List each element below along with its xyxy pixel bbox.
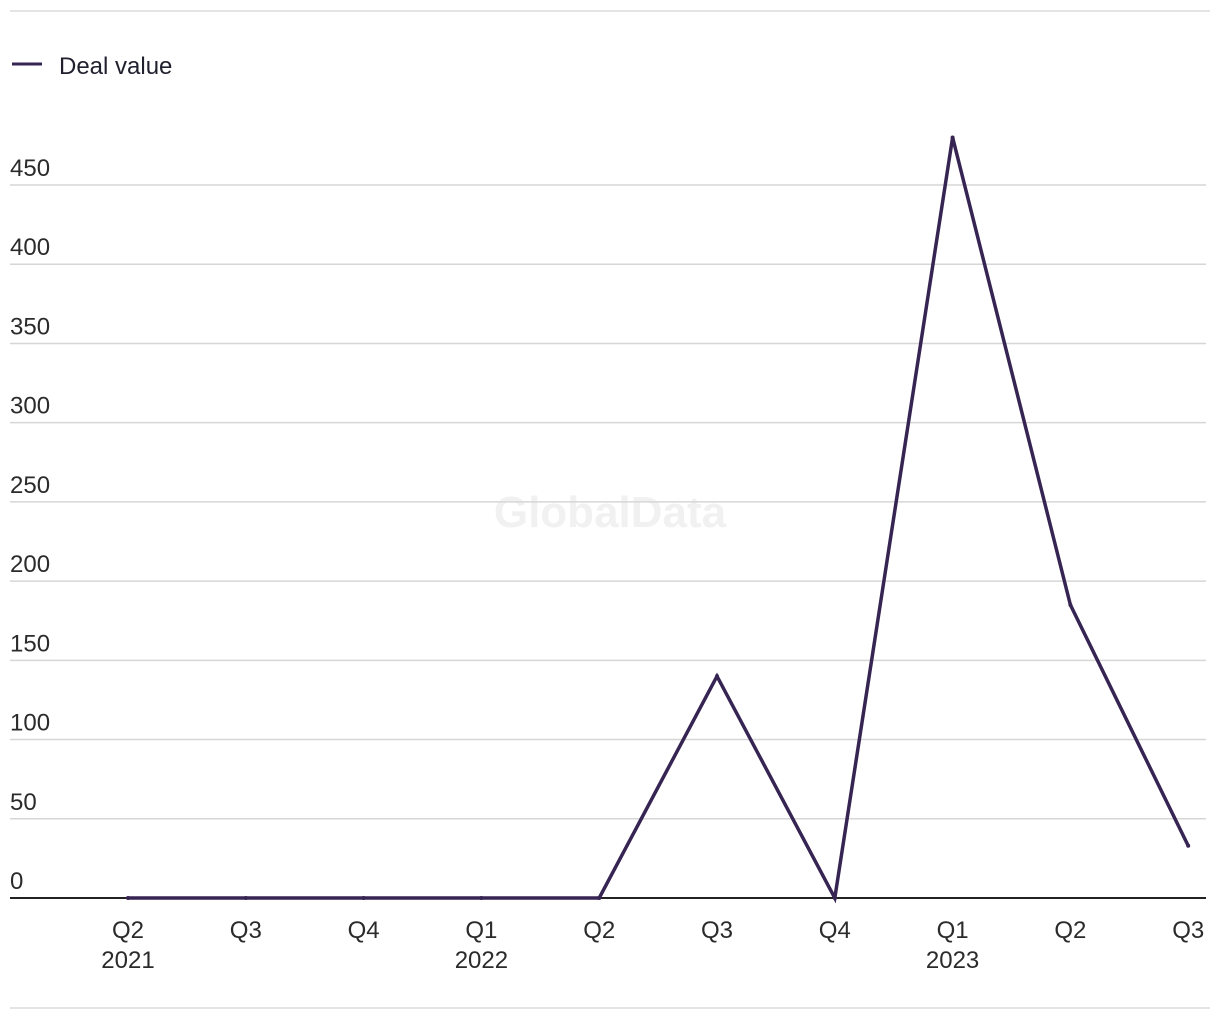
y-tick-label: 100 (10, 710, 50, 737)
x-tick-quarter: Q4 (348, 917, 380, 944)
data-point (126, 896, 130, 900)
data-point (715, 674, 719, 679)
x-tick-quarter: Q3 (1172, 917, 1204, 944)
x-tick-quarter: Q1 (465, 917, 497, 944)
y-tick-label: 450 (10, 155, 50, 182)
y-tick-label: 250 (10, 472, 50, 499)
y-tick-label: 300 (10, 393, 50, 420)
x-tick-quarter: Q1 (937, 917, 969, 944)
y-tick-label: 400 (10, 234, 50, 261)
y-tick-label: 150 (10, 630, 50, 657)
series-deal-value (126, 135, 1191, 904)
y-tick-label: 50 (10, 789, 37, 816)
x-tick-year: 2021 (101, 947, 154, 974)
data-point (1068, 602, 1073, 607)
data-point (243, 896, 248, 900)
data-point (832, 896, 837, 900)
x-tick-quarter: Q3 (230, 917, 262, 944)
data-point (950, 135, 955, 140)
legend-label: Deal value (59, 53, 172, 80)
gridlines (10, 184, 1206, 820)
series-line-deal-value (128, 137, 1190, 904)
y-tick-label: 350 (10, 313, 50, 340)
x-tick-year: 2023 (926, 947, 979, 974)
y-tick-label: 0 (10, 868, 23, 895)
x-tick-quarter: Q3 (701, 917, 733, 944)
data-point (597, 896, 602, 900)
x-tick-quarter: Q2 (583, 917, 615, 944)
data-point (1186, 843, 1191, 848)
y-axis-ticks: 0 50 100 150 200 250 300 350 400 450 (10, 155, 50, 895)
x-tick-quarter: Q2 (112, 917, 144, 944)
x-tick-year: 2022 (455, 947, 508, 974)
x-axis-ticks: Q2 2021 Q3 Q4 Q1 2022 Q2 Q3 Q4 Q1 2023 Q2 Q3 (101, 917, 1204, 974)
legend: Deal value (12, 53, 172, 80)
x-tick-quarter: Q2 (1054, 917, 1086, 944)
y-tick-label: 200 (10, 551, 50, 578)
data-point (361, 896, 366, 900)
data-point (479, 896, 484, 900)
x-tick-quarter: Q4 (819, 917, 851, 944)
watermark: GlobalData (494, 488, 727, 537)
